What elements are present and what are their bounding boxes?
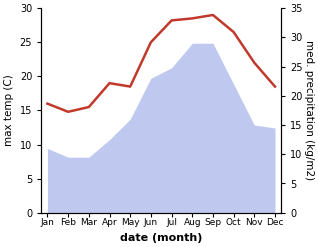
- Y-axis label: max temp (C): max temp (C): [4, 75, 14, 146]
- X-axis label: date (month): date (month): [120, 233, 203, 243]
- Y-axis label: med. precipitation (kg/m2): med. precipitation (kg/m2): [304, 40, 314, 181]
